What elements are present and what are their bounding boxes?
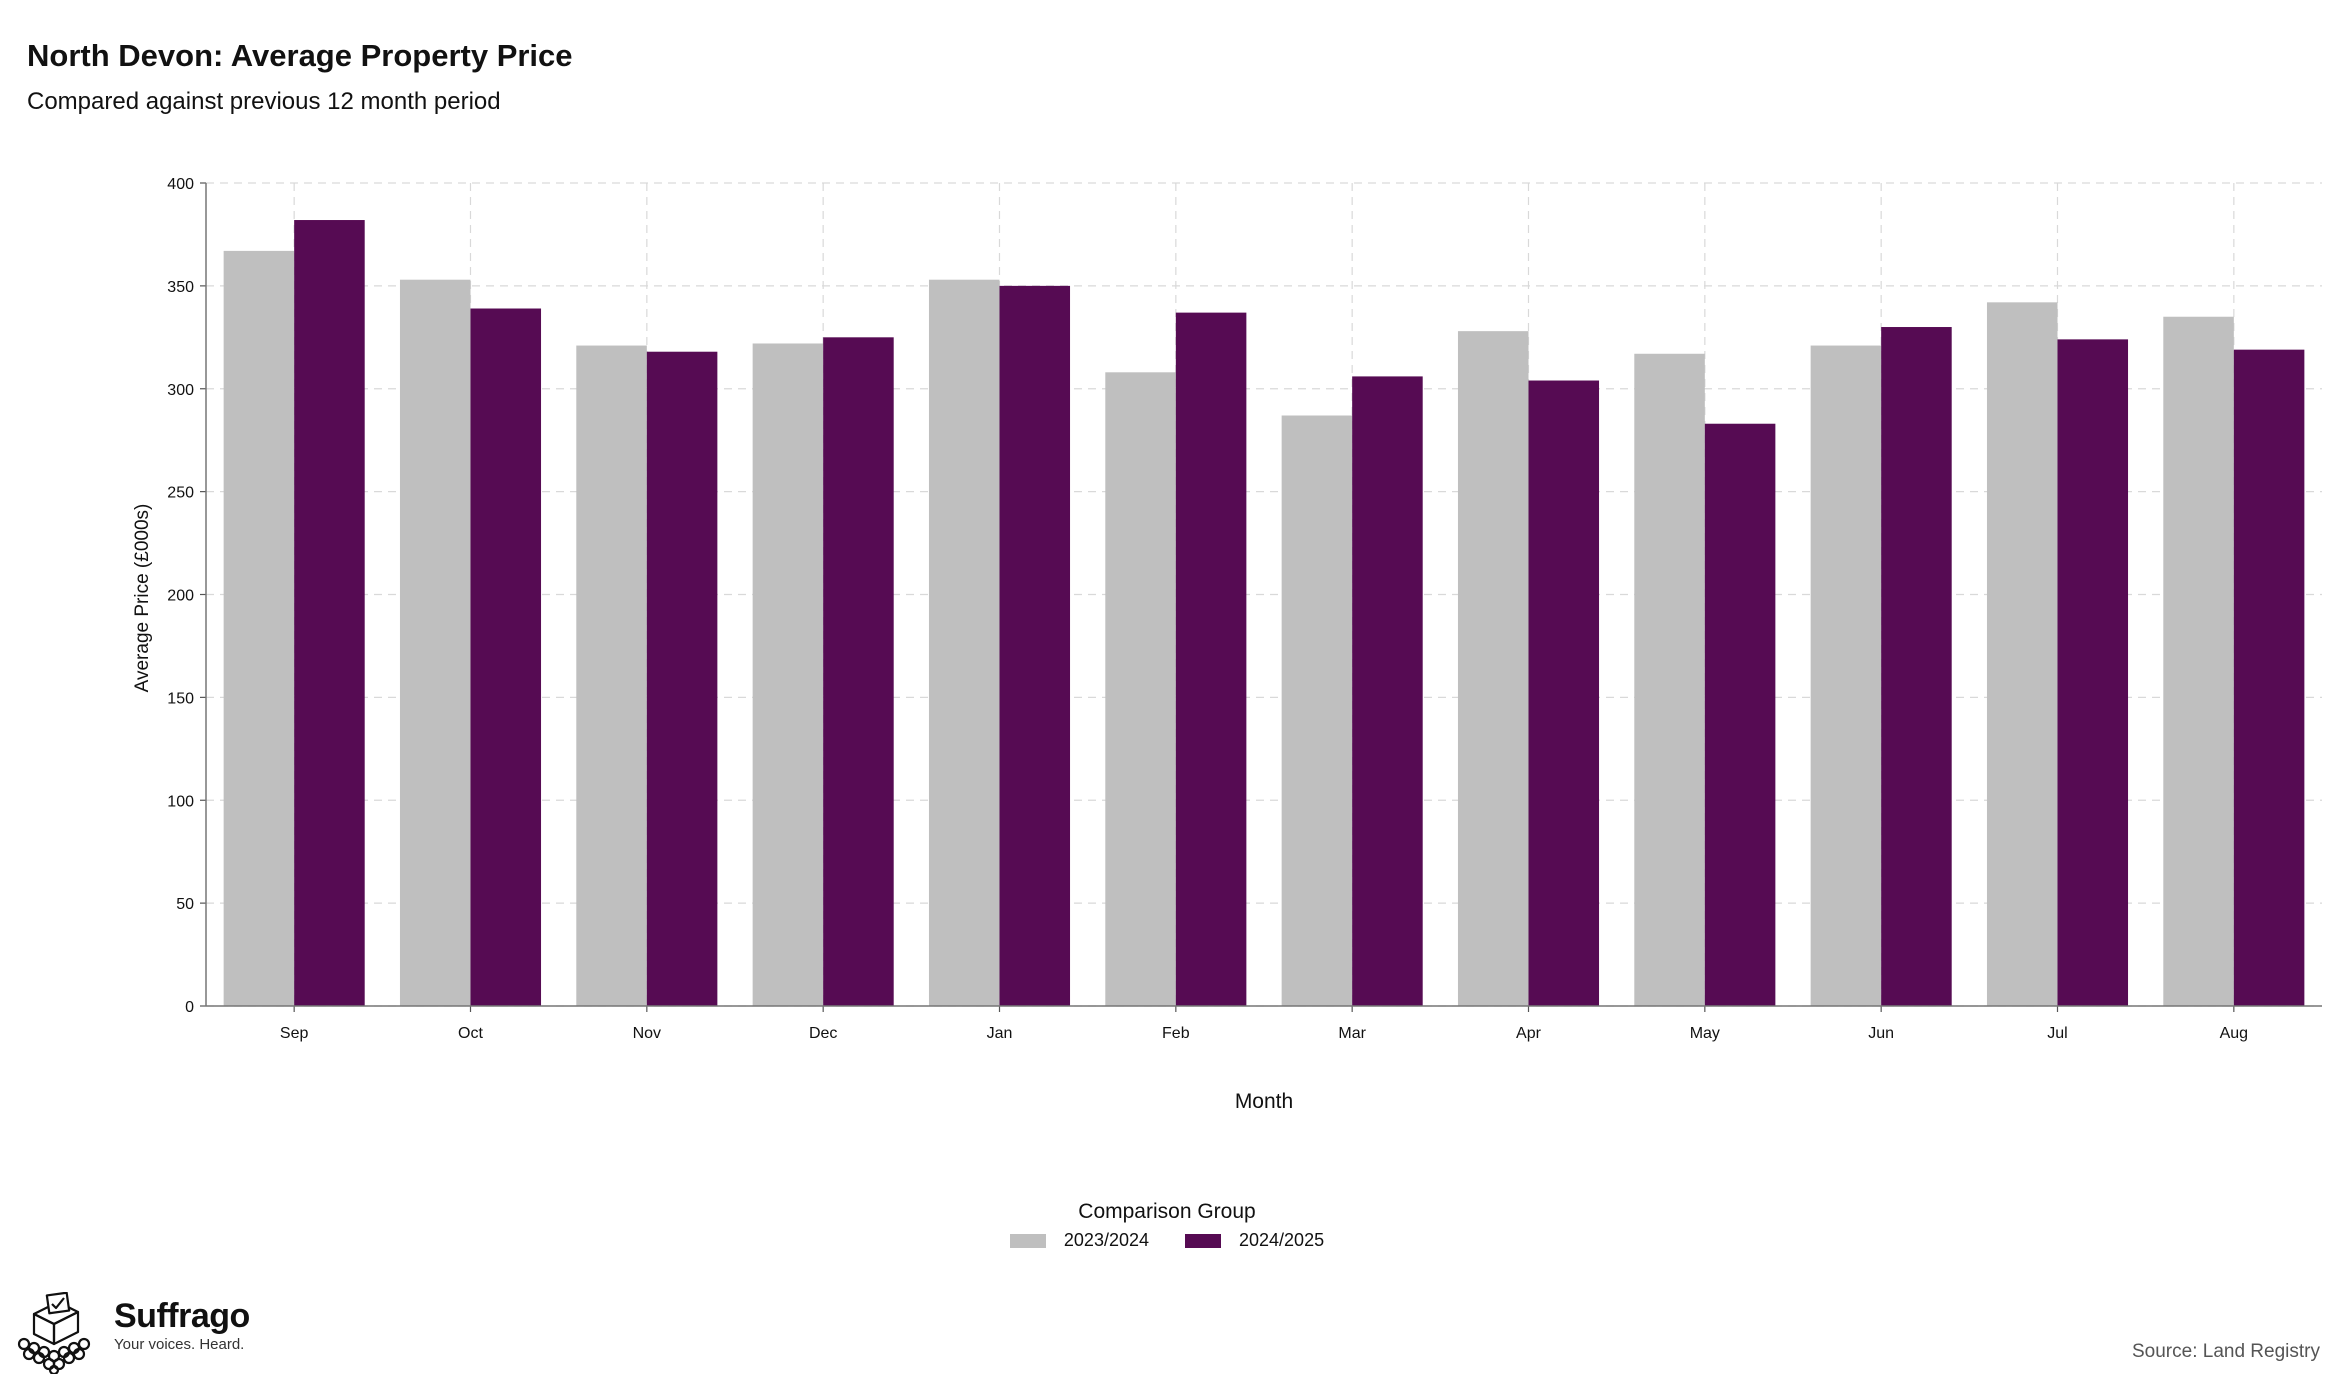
x-tick-label: Sep [280,1025,309,1042]
brand-name: Suffrago [114,1297,250,1335]
bar-2023-2024-feb [1105,372,1176,1006]
brand-text: Suffrago Your voices. Heard. [114,1298,250,1353]
bar-2023-2024-mar [1281,415,1353,1006]
bar-2023-2024-dec [752,343,824,1006]
x-tick-label: Jan [987,1025,1013,1042]
bar-2023-2024-jul [1986,302,2058,1007]
chart-title: North Devon: Average Property Price [27,38,573,73]
legend-label-2023-2024: 2023/2024 [1063,1230,1149,1250]
bar-2024-2025-jun [1881,327,1952,1006]
legend-item-2024-2025: 2024/2025 [1185,1230,1324,1251]
x-tick-label: Feb [1162,1025,1190,1042]
y-tick-label: 200 [167,588,194,605]
bar-2023-2024-aug [2163,316,2234,1006]
x-tick-label: May [1690,1025,1720,1042]
bar-2023-2024-nov [576,345,647,1007]
y-tick-label: 350 [167,279,194,296]
x-tick-label: Nov [633,1025,661,1042]
legend-title: Comparison Group [1078,1200,1256,1223]
bar-2024-2025-dec [823,337,894,1006]
y-tick-label: 50 [176,896,194,913]
bar-chart: 0 50 100 150 200 250 300 350 400 Sep Oct Nov Dec Jan F… [132,176,2322,1113]
brand-tagline: Your voices. Heard. [114,1336,245,1353]
bar-2024-2025-sep [294,220,365,1006]
legend-label-2024-2025: 2024/2025 [1239,1230,1325,1250]
bar-2024-2025-feb [1175,312,1247,1006]
bar-2023-2024-may [1634,353,1705,1007]
y-tick-label: 150 [167,690,194,707]
x-tick-label: Jul [2047,1025,2067,1042]
chart-subtitle: Compared against previous 12 month perio… [27,88,501,115]
bar-2023-2024-sep [223,250,295,1006]
source-note: Source: Land Registry [2132,1341,2320,1362]
bar-2024-2025-aug [2233,349,2305,1007]
bar-2024-2025-oct [470,308,542,1006]
y-tick-label: 400 [167,176,194,193]
y-tick-label: 250 [167,485,194,502]
x-tick-label: Aug [2220,1025,2248,1042]
y-tick-label: 0 [185,999,194,1016]
legend: 2023/2024 2024/2025 [0,1230,2334,1251]
bar-2023-2024-jan [928,279,1000,1006]
bar-2023-2024-apr [1457,331,1529,1006]
x-tick-label: Oct [458,1025,483,1042]
legend-swatch-2024-2025 [1185,1233,1221,1248]
bars [223,220,2305,1007]
legend-swatch-2023-2024 [1009,1233,1046,1248]
bar-2024-2025-nov [646,351,718,1007]
bar-2024-2025-jan [999,285,1071,1006]
brand-logo: Suffrago Your voices. Heard. [14,1292,250,1374]
y-axis-label: Average Price (£000s) [132,504,153,693]
bar-2024-2025-may [1704,423,1776,1006]
x-tick-label: Apr [1516,1025,1542,1042]
legend-item-2023-2024: 2023/2024 [1009,1230,1149,1251]
x-tick-label: Dec [809,1025,837,1042]
bar-2023-2024-oct [399,279,471,1006]
bar-2023-2024-jun [1810,345,1882,1007]
x-tick-label: Mar [1338,1025,1366,1042]
bar-2024-2025-apr [1528,380,1600,1006]
y-tick-label: 100 [167,793,194,810]
x-tick-label: Jun [1868,1025,1894,1042]
ballot-box-with-crowd-icon [17,1292,91,1374]
axes: 0 50 100 150 200 250 300 350 400 Sep Oct Nov Dec Jan F… [167,176,2322,1042]
bar-2024-2025-mar [1352,376,1423,1006]
bar-2024-2025-jul [2057,339,2129,1006]
y-tick-label: 300 [167,382,194,399]
x-axis-label: Month [1235,1090,1293,1113]
